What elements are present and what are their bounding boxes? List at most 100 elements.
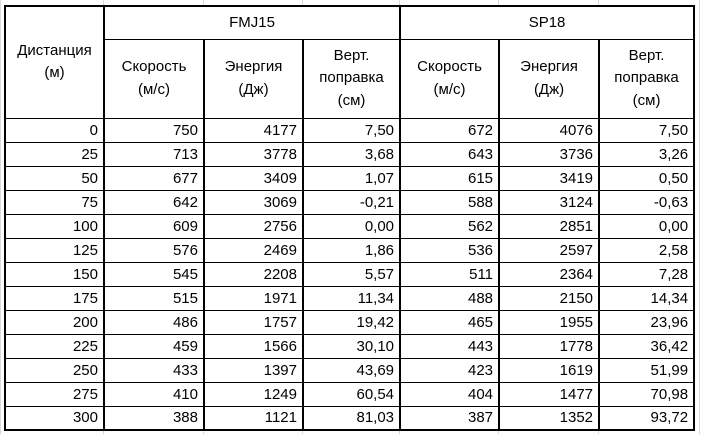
cell-sp18-speed[interactable]: 562 — [399, 213, 501, 239]
cell-sp18-speed[interactable]: 511 — [399, 261, 501, 287]
cell-sp18-energy[interactable]: 2851 — [498, 213, 601, 239]
cell-fmj15-speed[interactable]: 576 — [103, 237, 205, 263]
cell-sp18-correction[interactable]: 0,50 — [598, 165, 696, 191]
cell-sp18-speed[interactable]: 387 — [399, 405, 501, 431]
cell-fmj15-energy[interactable]: 2469 — [203, 237, 304, 263]
cell-fmj15-energy[interactable]: 1249 — [203, 381, 304, 407]
cell-distance[interactable]: 250 — [4, 357, 105, 383]
cell-fmj15-energy[interactable]: 3069 — [203, 189, 304, 215]
cell-fmj15-speed[interactable]: 388 — [103, 405, 205, 431]
cell-fmj15-energy[interactable]: 3778 — [203, 141, 304, 167]
cell-sp18-correction[interactable]: 23,96 — [598, 309, 696, 335]
cell-sp18-correction[interactable]: 7,28 — [598, 261, 696, 287]
cell-fmj15-energy[interactable]: 2208 — [203, 261, 304, 287]
header-fmj15-energy[interactable]: Энергия (Дж) — [203, 38, 304, 119]
cell-fmj15-correction[interactable]: 81,03 — [301, 405, 402, 431]
cell-sp18-energy[interactable]: 3419 — [498, 165, 601, 191]
cell-fmj15-correction[interactable]: 1,07 — [301, 165, 402, 191]
cell-sp18-energy[interactable]: 2150 — [498, 285, 601, 311]
cell-fmj15-energy[interactable]: 1757 — [203, 309, 304, 335]
cell-fmj15-speed[interactable]: 750 — [103, 117, 205, 143]
cell-fmj15-correction[interactable]: 43,69 — [301, 357, 402, 383]
cell-fmj15-speed[interactable]: 459 — [103, 333, 205, 359]
cell-sp18-correction[interactable]: 70,98 — [598, 381, 696, 407]
cell-fmj15-energy[interactable]: 1121 — [203, 405, 304, 431]
cell-sp18-correction[interactable]: 51,99 — [598, 357, 696, 383]
cell-fmj15-correction[interactable]: -0,21 — [301, 189, 402, 215]
cell-sp18-speed[interactable]: 672 — [399, 117, 501, 143]
cell-sp18-energy[interactable]: 3124 — [498, 189, 601, 215]
cell-fmj15-correction[interactable]: 7,50 — [301, 117, 402, 143]
cell-sp18-speed[interactable]: 643 — [399, 141, 501, 167]
cell-sp18-correction[interactable]: 0,00 — [598, 213, 696, 239]
cell-distance[interactable]: 200 — [4, 309, 105, 335]
cell-fmj15-speed[interactable]: 433 — [103, 357, 205, 383]
cell-fmj15-correction[interactable]: 3,68 — [301, 141, 402, 167]
cell-distance[interactable]: 0 — [4, 117, 105, 143]
cell-sp18-correction[interactable]: 14,34 — [598, 285, 696, 311]
cell-fmj15-correction[interactable]: 19,42 — [301, 309, 402, 335]
cell-sp18-energy[interactable]: 1477 — [498, 381, 601, 407]
cell-fmj15-energy[interactable]: 2756 — [203, 213, 304, 239]
cell-sp18-speed[interactable]: 588 — [399, 189, 501, 215]
header-fmj15-speed[interactable]: Скорость (м/с) — [103, 38, 205, 119]
cell-distance[interactable]: 25 — [4, 141, 105, 167]
cell-sp18-energy[interactable]: 1352 — [498, 405, 601, 431]
cell-fmj15-speed[interactable]: 642 — [103, 189, 205, 215]
cell-sp18-correction[interactable]: 93,72 — [598, 405, 696, 431]
cell-fmj15-energy[interactable]: 1397 — [203, 357, 304, 383]
cell-sp18-energy[interactable]: 1778 — [498, 333, 601, 359]
cell-sp18-speed[interactable]: 536 — [399, 237, 501, 263]
cell-distance[interactable]: 175 — [4, 285, 105, 311]
cell-sp18-speed[interactable]: 488 — [399, 285, 501, 311]
header-sp18-speed[interactable]: Скорость (м/с) — [399, 38, 501, 119]
cell-sp18-correction[interactable]: -0,63 — [598, 189, 696, 215]
cell-sp18-energy[interactable]: 2364 — [498, 261, 601, 287]
header-group-sp18[interactable]: SP18 — [399, 5, 696, 40]
cell-sp18-speed[interactable]: 443 — [399, 333, 501, 359]
cell-fmj15-speed[interactable]: 609 — [103, 213, 205, 239]
cell-fmj15-speed[interactable]: 545 — [103, 261, 205, 287]
cell-fmj15-correction[interactable]: 5,57 — [301, 261, 402, 287]
cell-fmj15-speed[interactable]: 677 — [103, 165, 205, 191]
header-distance[interactable]: Дистанция (м) — [4, 5, 105, 119]
cell-sp18-energy[interactable]: 4076 — [498, 117, 601, 143]
cell-fmj15-energy[interactable]: 4177 — [203, 117, 304, 143]
cell-fmj15-correction[interactable]: 0,00 — [301, 213, 402, 239]
cell-fmj15-correction[interactable]: 11,34 — [301, 285, 402, 311]
cell-fmj15-correction[interactable]: 60,54 — [301, 381, 402, 407]
header-sp18-correction[interactable]: Верт. поправка (см) — [598, 38, 696, 119]
cell-sp18-energy[interactable]: 1619 — [498, 357, 601, 383]
cell-distance[interactable]: 100 — [4, 213, 105, 239]
cell-distance[interactable]: 50 — [4, 165, 105, 191]
cell-fmj15-speed[interactable]: 713 — [103, 141, 205, 167]
cell-fmj15-speed[interactable]: 515 — [103, 285, 205, 311]
cell-fmj15-energy[interactable]: 1566 — [203, 333, 304, 359]
cell-sp18-speed[interactable]: 465 — [399, 309, 501, 335]
cell-sp18-energy[interactable]: 1955 — [498, 309, 601, 335]
cell-fmj15-speed[interactable]: 486 — [103, 309, 205, 335]
cell-sp18-energy[interactable]: 2597 — [498, 237, 601, 263]
cell-distance[interactable]: 300 — [4, 405, 105, 431]
cell-fmj15-correction[interactable]: 30,10 — [301, 333, 402, 359]
cell-sp18-correction[interactable]: 3,26 — [598, 141, 696, 167]
cell-distance[interactable]: 75 — [4, 189, 105, 215]
cell-distance[interactable]: 125 — [4, 237, 105, 263]
cell-fmj15-speed[interactable]: 410 — [103, 381, 205, 407]
cell-sp18-speed[interactable]: 615 — [399, 165, 501, 191]
cell-fmj15-correction[interactable]: 1,86 — [301, 237, 402, 263]
header-fmj15-correction[interactable]: Верт. поправка (см) — [301, 38, 402, 119]
cell-distance[interactable]: 150 — [4, 261, 105, 287]
cell-sp18-correction[interactable]: 7,50 — [598, 117, 696, 143]
cell-sp18-correction[interactable]: 36,42 — [598, 333, 696, 359]
cell-fmj15-energy[interactable]: 3409 — [203, 165, 304, 191]
header-sp18-energy[interactable]: Энергия (Дж) — [498, 38, 601, 119]
cell-distance[interactable]: 275 — [4, 381, 105, 407]
cell-sp18-correction[interactable]: 2,58 — [598, 237, 696, 263]
cell-sp18-speed[interactable]: 404 — [399, 381, 501, 407]
header-group-fmj15[interactable]: FMJ15 — [102, 5, 402, 40]
cell-sp18-energy[interactable]: 3736 — [498, 141, 601, 167]
cell-fmj15-energy[interactable]: 1971 — [203, 285, 304, 311]
cell-distance[interactable]: 225 — [4, 333, 105, 359]
cell-sp18-speed[interactable]: 423 — [399, 357, 501, 383]
